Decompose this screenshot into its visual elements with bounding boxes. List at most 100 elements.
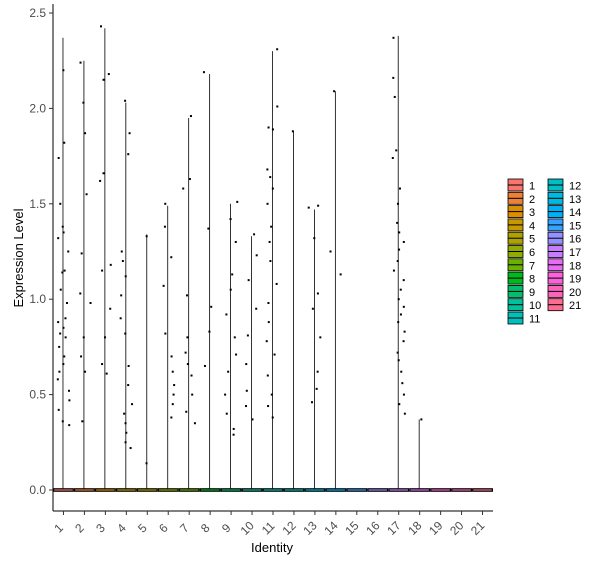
data-point bbox=[61, 225, 64, 228]
violin-base-9 bbox=[220, 488, 242, 492]
data-point bbox=[173, 384, 176, 387]
data-point bbox=[266, 168, 269, 171]
data-point bbox=[268, 240, 271, 243]
data-point bbox=[56, 378, 59, 381]
data-point bbox=[310, 401, 313, 404]
x-tick-label: 1 bbox=[51, 521, 66, 536]
violin-base-18 bbox=[409, 488, 431, 492]
data-point bbox=[392, 76, 395, 79]
data-point bbox=[267, 321, 270, 324]
data-point bbox=[119, 317, 122, 320]
data-point bbox=[57, 157, 60, 160]
data-point bbox=[185, 410, 188, 413]
data-point bbox=[339, 273, 342, 276]
legend-label-11: 11 bbox=[529, 314, 540, 326]
data-point bbox=[124, 441, 127, 444]
data-point bbox=[82, 336, 85, 339]
data-point bbox=[225, 313, 228, 316]
legend-label-5: 5 bbox=[529, 234, 535, 246]
x-tick-label: 2 bbox=[72, 521, 87, 536]
data-point bbox=[267, 405, 270, 408]
data-point bbox=[66, 302, 69, 305]
plot-panel bbox=[53, 25, 493, 492]
data-point bbox=[82, 101, 85, 104]
data-point bbox=[398, 231, 401, 234]
legend-label-6: 6 bbox=[529, 247, 535, 259]
data-point bbox=[233, 336, 236, 339]
x-tick-label: 5 bbox=[135, 521, 150, 536]
x-tick-label: 17 bbox=[384, 518, 404, 538]
data-point bbox=[170, 355, 173, 358]
legend-label-9: 9 bbox=[529, 287, 535, 299]
data-point bbox=[184, 351, 187, 354]
data-point bbox=[62, 231, 65, 234]
data-point bbox=[57, 321, 60, 324]
x-tick-label: 4 bbox=[114, 521, 129, 536]
violin-base-17 bbox=[388, 488, 410, 492]
data-point bbox=[125, 431, 128, 434]
data-point bbox=[105, 372, 108, 375]
data-point bbox=[231, 273, 234, 276]
data-point bbox=[271, 187, 274, 190]
data-point bbox=[398, 248, 401, 251]
x-tick-label: 14 bbox=[321, 518, 341, 538]
data-point bbox=[313, 237, 316, 240]
data-point bbox=[102, 78, 105, 81]
violin-base-14 bbox=[325, 488, 347, 492]
data-point bbox=[245, 405, 248, 408]
data-point bbox=[145, 462, 148, 465]
x-tick-label: 20 bbox=[447, 518, 467, 538]
data-point bbox=[276, 48, 279, 51]
x-tick-label: 8 bbox=[198, 521, 213, 536]
violin-base-21 bbox=[472, 488, 493, 492]
violin-base-3 bbox=[94, 488, 116, 492]
data-point bbox=[253, 233, 256, 236]
data-point bbox=[397, 359, 400, 362]
data-point bbox=[392, 36, 395, 39]
data-point bbox=[61, 271, 64, 274]
legend-label-14: 14 bbox=[569, 207, 581, 219]
data-point bbox=[403, 330, 406, 333]
data-point bbox=[188, 177, 191, 180]
data-point bbox=[58, 370, 61, 373]
data-point bbox=[229, 288, 232, 291]
x-tick-label: 10 bbox=[238, 518, 258, 538]
y-tick-label: 1.5 bbox=[29, 197, 46, 211]
data-point bbox=[59, 332, 62, 335]
data-point bbox=[163, 225, 166, 228]
data-point bbox=[124, 422, 127, 425]
data-point bbox=[316, 292, 319, 295]
data-point bbox=[186, 336, 189, 339]
data-point bbox=[315, 387, 318, 390]
data-point bbox=[79, 61, 82, 64]
violin-base-2 bbox=[73, 488, 95, 492]
legend-label-15: 15 bbox=[569, 220, 581, 232]
x-tick-label: 9 bbox=[219, 521, 234, 536]
data-point bbox=[101, 363, 104, 366]
data-point bbox=[317, 204, 320, 207]
violin-base-19 bbox=[430, 488, 452, 492]
data-point bbox=[232, 433, 235, 436]
data-point bbox=[255, 307, 258, 310]
data-point bbox=[127, 153, 130, 156]
data-point bbox=[391, 157, 394, 160]
data-point bbox=[202, 71, 205, 74]
data-point bbox=[269, 176, 272, 179]
data-point bbox=[251, 418, 254, 421]
data-point bbox=[234, 240, 237, 243]
data-point bbox=[397, 298, 400, 301]
data-point bbox=[129, 447, 132, 450]
data-point bbox=[399, 313, 402, 316]
legend-label-4: 4 bbox=[529, 220, 535, 232]
data-point bbox=[89, 302, 92, 305]
data-point bbox=[79, 292, 82, 295]
data-point bbox=[266, 374, 269, 377]
legend-label-10: 10 bbox=[529, 300, 541, 312]
x-tick-label: 16 bbox=[363, 518, 383, 538]
data-point bbox=[131, 403, 134, 406]
legend-label-8: 8 bbox=[529, 274, 535, 286]
x-tick-label: 7 bbox=[177, 521, 192, 536]
x-tick-label: 18 bbox=[405, 518, 425, 538]
data-point bbox=[109, 263, 112, 266]
